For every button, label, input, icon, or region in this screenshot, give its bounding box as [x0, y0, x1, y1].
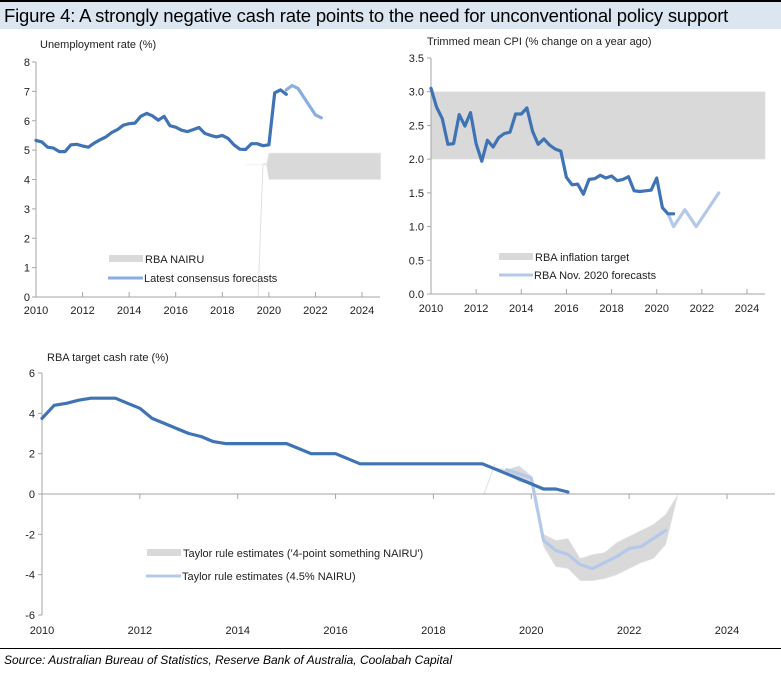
- inflation-target-band-layer: [430, 91, 766, 160]
- unemployment-legend: RBA NAIRU Latest consensus forecasts: [108, 254, 278, 285]
- x-tick-label: 2014: [509, 303, 533, 315]
- unemployment-chart-title: Unemployment rate (%): [40, 39, 156, 51]
- y-tick-label: 3.0: [409, 87, 424, 99]
- x-tick-label: 2020: [257, 305, 281, 317]
- nairu-band-layer: [245, 152, 381, 298]
- unemployment-lines: [34, 83, 323, 154]
- x-tick-label: 2018: [599, 303, 623, 315]
- y-tick-label: 6: [24, 116, 30, 128]
- nairu-connector-line: [257, 163, 268, 298]
- y-tick-label: -4: [25, 570, 35, 582]
- figure-title: Figure 4: A strongly negative cash rate …: [4, 5, 729, 26]
- legend-label-nairu: RBA NAIRU: [145, 254, 204, 266]
- x-tick-label: 2022: [690, 303, 714, 315]
- cash-rate-lines: [40, 396, 668, 571]
- series-line-unemployment-rate: [34, 88, 288, 154]
- legend-label-inflation-target: RBA inflation target: [535, 252, 629, 264]
- x-tick-label: 2016: [554, 303, 578, 315]
- cpi-chart-title: Trimmed mean CPI (% change on a year ago…: [427, 36, 652, 48]
- legend-swatch-nairu: [109, 255, 143, 262]
- cpi-chart: Trimmed mean CPI (% change on a year ago…: [409, 36, 766, 315]
- x-tick-label: 2020: [644, 303, 668, 315]
- y-tick-label: 2: [29, 449, 35, 461]
- y-tick-label: 2: [24, 233, 30, 245]
- x-tick-label: 2012: [464, 303, 488, 315]
- y-tick-label: -2: [25, 529, 35, 541]
- source-note: Source: Australian Bureau of Statistics,…: [4, 653, 453, 667]
- cpi-legend: RBA inflation target RBA Nov. 2020 forec…: [499, 252, 657, 282]
- legend-swatch-taylor-band: [147, 549, 181, 556]
- x-tick-label: 2020: [519, 625, 543, 637]
- x-tick-label: 2024: [715, 625, 739, 637]
- x-tick-label: 2010: [30, 625, 54, 637]
- x-tick-label: 2010: [24, 305, 48, 317]
- y-tick-label: 8: [24, 57, 30, 69]
- x-tick-label: 2010: [419, 303, 443, 315]
- series-line-latest-consensus-forecasts: [284, 83, 323, 120]
- y-tick-label: 1: [24, 263, 30, 275]
- cash-rate-chart: RBA target cash rate (%) -6 -4 -2 0 2 4 6 2010 2…: [25, 352, 775, 637]
- legend-label-rba-forecasts: RBA Nov. 2020 forecasts: [534, 270, 657, 282]
- legend-swatch-inflation-target: [499, 253, 533, 260]
- x-tick-label: 2016: [323, 625, 347, 637]
- y-tick-label: 6: [29, 368, 35, 380]
- unemployment-axes: 0 1 2 3 4 5 6 7 8 2010 2012 2014 2016 2018 2020 2022 202…: [24, 57, 380, 317]
- x-tick-label: 2022: [617, 625, 641, 637]
- y-tick-label: 2.0: [409, 154, 424, 166]
- y-tick-label: -6: [25, 610, 35, 622]
- y-tick-label: 4: [29, 408, 35, 420]
- band-rba-nairu: [245, 152, 381, 180]
- unemployment-chart: Unemployment rate (%) 0 1 2 3 4 5 6 7 8 2010 2012 2…: [24, 39, 381, 317]
- cpi-axes: 0.0 0.5 1.0 1.5 2.0 2.5 3.0 3.5 2010 2012 2014 2016…: [409, 53, 765, 315]
- x-tick-label: 2024: [735, 303, 759, 315]
- y-tick-label: 4: [24, 175, 30, 187]
- x-tick-label: 2024: [350, 305, 374, 317]
- x-tick-label: 2012: [70, 305, 94, 317]
- y-tick-label: 1.0: [409, 222, 424, 234]
- legend-label-taylor-band: Taylor rule estimates ('4-point somethin…: [183, 548, 423, 560]
- legend-label-taylor-line: Taylor rule estimates (4.5% NAIRU): [182, 571, 356, 583]
- x-tick-label: 2014: [117, 305, 141, 317]
- y-tick-label: 0: [29, 489, 35, 501]
- x-tick-label: 2012: [128, 625, 152, 637]
- x-tick-label: 2018: [210, 305, 234, 317]
- y-tick-label: 0.5: [409, 255, 424, 267]
- cpi-lines: [429, 86, 721, 229]
- cash-rate-legend: Taylor rule estimates ('4-point somethin…: [146, 548, 423, 583]
- x-tick-label: 2022: [303, 305, 327, 317]
- x-tick-label: 2016: [163, 305, 187, 317]
- y-tick-label: 3.5: [409, 53, 424, 65]
- series-line-taylor-rule-estimates-4-5-nairu-: [505, 468, 668, 571]
- y-tick-label: 0: [24, 292, 30, 304]
- cash-rate-axes: -6 -4 -2 0 2 4 6 2010 2012 2014 2016 2018 2020 2022 20…: [25, 368, 775, 637]
- y-tick-label: 5: [24, 145, 30, 157]
- band-rba-inflation-target: [430, 91, 766, 160]
- y-tick-label: 3: [24, 204, 30, 216]
- figure-title-bar: Figure 4: A strongly negative cash rate …: [0, 0, 781, 29]
- y-tick-label: 1.5: [409, 188, 424, 200]
- y-tick-label: 7: [24, 86, 30, 98]
- series-line-rba-target-cash-rate: [40, 396, 570, 494]
- series-line-trimmed-mean-cpi: [429, 86, 676, 216]
- y-tick-label: 0.0: [409, 289, 424, 301]
- series-line-rba-nov-2020-forecasts: [666, 191, 721, 229]
- legend-label-consensus: Latest consensus forecasts: [144, 273, 278, 285]
- cash-rate-chart-title: RBA target cash rate (%): [47, 352, 169, 364]
- x-tick-label: 2014: [225, 625, 249, 637]
- source-divider: [0, 648, 781, 649]
- y-tick-label: 2.5: [409, 120, 424, 132]
- x-tick-label: 2018: [421, 625, 445, 637]
